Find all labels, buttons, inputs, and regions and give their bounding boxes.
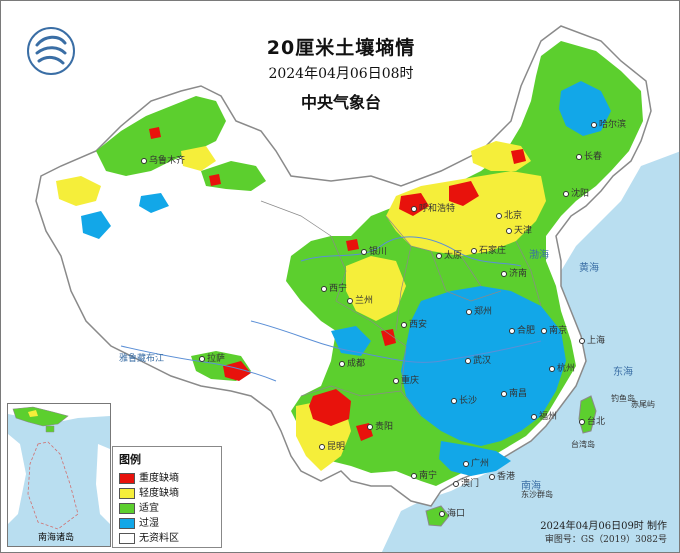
yellow-river xyxy=(300,236,522,267)
region-severe-northeast xyxy=(511,149,526,164)
legend-title: 图例 xyxy=(119,453,141,466)
city-label: 呼和浩特 xyxy=(411,201,455,214)
region-severe-tibet xyxy=(223,361,251,381)
legend-item-wet: 过湿 xyxy=(119,514,159,529)
city-label: 长沙 xyxy=(451,393,477,406)
city-label: 南宁 xyxy=(411,468,437,481)
legend-item-severe: 重度缺墒 xyxy=(119,469,179,484)
city-label: 香港 xyxy=(489,469,515,482)
region-severe-yunnan xyxy=(309,389,351,426)
legend-item-light: 轻度缺墒 xyxy=(119,484,179,499)
city-label: 合肥 xyxy=(509,323,535,336)
island-label: 东沙群岛 xyxy=(521,490,553,499)
city-label: 上海 xyxy=(579,333,605,346)
review-number: 审图号：GS（2019）3082号 xyxy=(544,535,667,545)
city-label: 兰州 xyxy=(347,293,373,306)
region-wet-south xyxy=(439,441,511,476)
region-severe-sichuan xyxy=(381,329,396,346)
region-wet-xinjiang2 xyxy=(139,193,169,213)
city-label: 乌鲁木齐 xyxy=(141,153,185,166)
city-label: 重庆 xyxy=(393,373,419,386)
city-label: 石家庄 xyxy=(471,243,506,256)
legend-item-no-data: 无资料区 xyxy=(119,529,179,544)
city-label: 武汉 xyxy=(465,353,491,366)
island-label: 钓鱼岛 xyxy=(611,394,635,403)
region-severe-innermongolia2 xyxy=(449,181,479,206)
region-severe-innermongolia xyxy=(399,193,429,216)
map-title: 20厘米土壤墒情 xyxy=(266,37,416,59)
city-label: 西安 xyxy=(401,317,427,330)
sea-label: 渤海 xyxy=(529,250,549,261)
city-label: 济南 xyxy=(501,266,527,279)
city-label: 贵阳 xyxy=(367,419,393,432)
city-label: 拉萨 xyxy=(199,351,225,364)
city-label: 台北 xyxy=(579,414,605,427)
yarlung-river xyxy=(120,345,277,382)
sea-label: 南海 xyxy=(521,481,541,492)
city-label: 长春 xyxy=(576,149,602,162)
city-label: 西宁 xyxy=(321,281,347,294)
map-issuer: 中央气象台 xyxy=(300,93,381,112)
city-label: 哈尔滨 xyxy=(591,117,626,130)
inset-label: 南海诸岛 xyxy=(38,533,75,543)
city-label: 南昌 xyxy=(501,386,527,399)
island-label: 赤尾屿 xyxy=(631,400,655,409)
legend-item-suitable: 适宜 xyxy=(119,499,159,514)
legend-swatch xyxy=(119,502,135,514)
city-label: 北京 xyxy=(496,208,522,221)
map-datetime: 2024年04月06日08时 xyxy=(268,66,414,82)
city-label: 昆明 xyxy=(319,439,345,452)
sea-label: 东海 xyxy=(613,367,633,378)
city-label: 郑州 xyxy=(466,304,492,317)
city-label: 银川 xyxy=(361,244,387,257)
city-label: 天津 xyxy=(506,223,532,236)
legend-swatch xyxy=(119,517,135,529)
region-suitable-northwest xyxy=(96,96,226,176)
region-light-north xyxy=(386,171,546,256)
region-severe-xinjiang2 xyxy=(209,174,221,186)
city-label: 海口 xyxy=(439,506,465,519)
city-label: 杭州 xyxy=(549,361,575,374)
city-label: 太原 xyxy=(436,248,462,261)
city-label: 沈阳 xyxy=(563,186,589,199)
island-label: 台湾岛 xyxy=(571,440,595,449)
province-borders xyxy=(260,200,542,417)
legend-swatch xyxy=(119,487,135,499)
yangtze-river xyxy=(250,320,542,363)
sea-label: 黄海 xyxy=(579,263,599,274)
cma-logo xyxy=(27,27,75,75)
region-light-sichuan xyxy=(346,256,406,321)
region-wet-central xyxy=(401,286,566,446)
city-label: 福州 xyxy=(531,409,557,422)
legend-swatch xyxy=(119,472,135,484)
south-china-sea-inset: 南海诸岛 xyxy=(7,403,111,547)
city-label: 广州 xyxy=(463,456,489,469)
legend-swatch xyxy=(119,532,135,544)
region-severe-xinjiang xyxy=(149,127,161,139)
region-wet-northeast xyxy=(559,81,611,136)
region-severe-gansu xyxy=(346,239,359,251)
region-wet-xinjiang xyxy=(81,211,111,239)
river-label: 雅鲁藏布江 xyxy=(119,354,165,364)
city-label: 澳门 xyxy=(453,476,479,489)
city-label: 南京 xyxy=(541,323,567,336)
region-light-xinjiang2 xyxy=(181,146,216,171)
production-time: 2024年04月06日09时 制作 xyxy=(540,521,667,532)
legend: 图例 重度缺墒 轻度缺墒 适宜 过湿 无资料区 xyxy=(112,446,222,548)
region-light-xinjiang xyxy=(56,176,101,206)
inset-map xyxy=(8,404,110,530)
city-label: 成都 xyxy=(339,356,365,369)
